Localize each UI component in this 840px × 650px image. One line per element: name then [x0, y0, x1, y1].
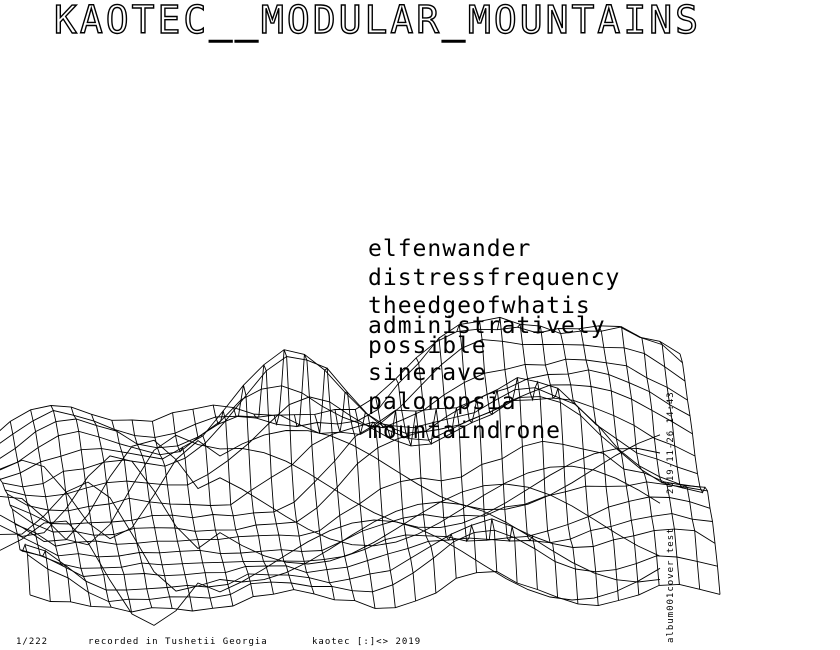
mesh-line: [50, 405, 92, 607]
mesh-line: [375, 396, 417, 602]
mesh-line: [0, 481, 661, 592]
track-2: distressfrequency: [368, 265, 621, 291]
mesh-line: [395, 378, 437, 594]
credit-line: kaotec [:]<> 2019: [312, 637, 422, 647]
mesh-line: [70, 406, 112, 608]
mesh-line: [172, 412, 214, 609]
mesh-line: [354, 409, 396, 608]
track-3-line-2: administratively: [368, 313, 606, 339]
mesh-line: [131, 419, 173, 609]
edition-number: 1/222: [16, 637, 49, 647]
track-3: theedgeofwhatis administratively possibl…: [368, 293, 620, 359]
date-stamp: 2019-11-26 14:43: [666, 391, 676, 494]
mesh-line: [537, 325, 579, 604]
tracklist: elfenwander distressfrequency theedgeofw…: [368, 238, 620, 449]
track-6: mountaindrone: [368, 418, 562, 444]
mesh-line: [212, 405, 254, 597]
mesh-line: [598, 325, 640, 595]
mesh-line: [334, 391, 376, 609]
mesh-line: [30, 409, 72, 602]
mesh-line: [517, 323, 559, 598]
mesh-line: [273, 349, 315, 595]
track-4: sinerave: [368, 360, 487, 386]
mesh-line: [293, 354, 335, 600]
mesh-line: [0, 519, 661, 626]
track-3-line-3: possible: [368, 333, 487, 359]
mesh-line: [496, 317, 538, 590]
mesh-line: [0, 455, 661, 565]
track-3-line-1: theedgeofwhatis: [368, 293, 591, 319]
mesh-line: [436, 336, 477, 573]
mesh-line: [0, 434, 661, 546]
mesh-line: [0, 477, 31, 595]
mesh-line: [557, 328, 599, 606]
mesh-line: [415, 357, 457, 579]
mesh-line: [192, 409, 234, 607]
mesh-line: [9, 421, 51, 602]
mesh-line: [253, 364, 295, 590]
mesh-line: [679, 353, 721, 595]
track-1: elfenwander: [368, 236, 532, 262]
mesh-line: [151, 421, 193, 612]
mesh-line: [233, 385, 274, 595]
mesh-line: [476, 321, 518, 584]
track-5: palonopsia: [368, 389, 517, 415]
mesh-line: [619, 326, 660, 586]
mesh-line: [0, 439, 661, 547]
version-label: album001cover test: [666, 527, 676, 643]
mesh-line: [659, 341, 701, 590]
mesh-line: [456, 324, 498, 572]
mesh-line: [639, 336, 680, 585]
mesh-line: [314, 367, 356, 601]
recording-location: recorded in Tushetii Georgia: [88, 637, 268, 647]
mesh-line: [111, 420, 153, 608]
album-title: KAOTEC__MODULAR_MOUNTAINS: [53, 0, 701, 43]
